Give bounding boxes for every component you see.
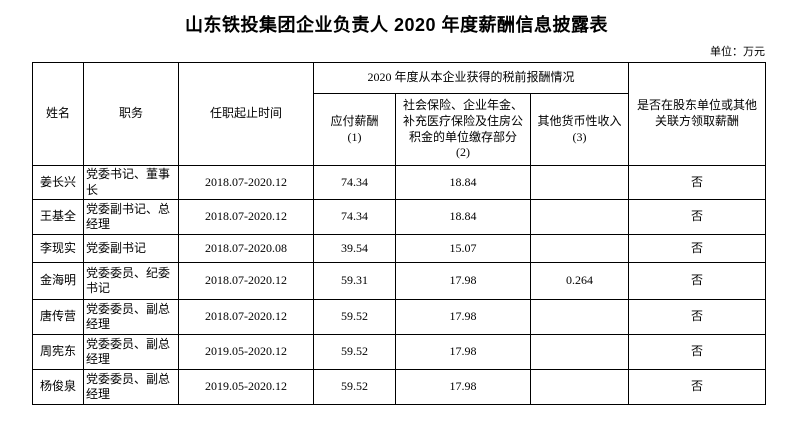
table-row: 姜长兴 党委书记、董事长 2018.07-2020.12 74.34 18.84… (32, 164, 766, 201)
salary-table: 姓名 职务 任职起止时间 2020 年度从本企业获得的税前报酬情况 是否在股东单… (32, 62, 766, 406)
cell-related: 否 (628, 262, 766, 301)
column-header-salary: 应付薪酬 (1) (313, 93, 396, 166)
cell-insurance: 17.98 (395, 262, 531, 301)
table-row: 周宪东 党委委员、副总经理 2019.05-2020.12 59.52 17.9… (32, 334, 766, 371)
cell-related: 否 (628, 234, 766, 264)
table-header: 姓名 职务 任职起止时间 2020 年度从本企业获得的税前报酬情况 是否在股东单… (32, 62, 766, 166)
cell-other (530, 164, 629, 201)
cell-salary: 59.52 (313, 299, 396, 336)
cell-term: 2019.05-2020.12 (178, 334, 314, 371)
cell-name: 姜长兴 (32, 164, 84, 201)
column-header-term: 任职起止时间 (178, 62, 314, 166)
column-header-salary-number: (1) (347, 129, 362, 144)
cell-term: 2018.07-2020.12 (178, 262, 314, 301)
unit-label: 单位：万元 (710, 46, 765, 58)
cell-name: 唐传营 (32, 299, 84, 336)
cell-term: 2018.07-2020.08 (178, 234, 314, 264)
table-row: 王基全 党委副书记、总经理 2018.07-2020.12 74.34 18.8… (32, 199, 766, 236)
column-group-header-pretax: 2020 年度从本企业获得的税前报酬情况 (313, 62, 629, 94)
cell-salary: 74.34 (313, 164, 396, 201)
page-title: 山东铁投集团企业负责人 2020 年度薪酬信息披露表 (184, 15, 609, 35)
cell-name: 王基全 (32, 199, 84, 236)
cell-insurance: 17.98 (395, 299, 531, 336)
cell-related: 否 (628, 199, 766, 236)
cell-position: 党委委员、副总经理 (83, 334, 179, 371)
table-row: 金海明 党委委员、纪委书记 2018.07-2020.12 59.31 17.9… (32, 262, 766, 301)
cell-insurance: 17.98 (395, 369, 531, 406)
cell-other (530, 334, 629, 371)
cell-other (530, 299, 629, 336)
cell-other (530, 199, 629, 236)
cell-name: 李现实 (32, 234, 84, 264)
cell-salary: 39.54 (313, 234, 396, 264)
table-row: 唐传营 党委委员、副总经理 2018.07-2020.12 59.52 17.9… (32, 299, 766, 336)
cell-position: 党委委员、副总经理 (83, 299, 179, 336)
cell-term: 2018.07-2020.12 (178, 199, 314, 236)
cell-related: 否 (628, 334, 766, 371)
column-header-insurance-label: 社会保险、企业年金、补充医疗保险及住房公积金的单位缴存部分 (402, 98, 523, 144)
column-header-insurance-number: (2) (456, 145, 470, 160)
column-header-other-income-number: (3) (572, 129, 587, 144)
cell-position: 党委书记、董事长 (83, 164, 179, 201)
column-header-other-income-label: 其他货币性收入 (537, 113, 622, 128)
cell-name: 金海明 (32, 262, 84, 301)
cell-name: 周宪东 (32, 334, 84, 371)
column-header-insurance: 社会保险、企业年金、补充医疗保险及住房公积金的单位缴存部分 (2) (395, 93, 531, 166)
cell-salary: 59.31 (313, 262, 396, 301)
column-header-position: 职务 (83, 62, 179, 166)
cell-other (530, 369, 629, 406)
column-header-name: 姓名 (32, 62, 84, 166)
cell-other: 0.264 (530, 262, 629, 301)
cell-insurance: 18.84 (395, 164, 531, 201)
cell-insurance: 17.98 (395, 334, 531, 371)
cell-salary: 59.52 (313, 369, 396, 406)
cell-insurance: 18.84 (395, 199, 531, 236)
column-header-other-income: 其他货币性收入 (3) (530, 93, 629, 166)
cell-position: 党委副书记 (83, 234, 179, 264)
cell-term: 2019.05-2020.12 (178, 369, 314, 406)
cell-term: 2018.07-2020.12 (178, 299, 314, 336)
table-row: 李现实 党委副书记 2018.07-2020.08 39.54 15.07 否 (32, 234, 766, 264)
cell-salary: 59.52 (313, 334, 396, 371)
table-row: 杨俊泉 党委委员、副总经理 2019.05-2020.12 59.52 17.9… (32, 369, 766, 406)
cell-related: 否 (628, 164, 766, 201)
column-header-salary-label: 应付薪酬 (330, 113, 379, 128)
column-header-related-party: 是否在股东单位或其他关联方领取薪酬 (628, 62, 766, 166)
cell-position: 党委委员、纪委书记 (83, 262, 179, 301)
cell-other (530, 234, 629, 264)
cell-salary: 74.34 (313, 199, 396, 236)
cell-name: 杨俊泉 (32, 369, 84, 406)
cell-related: 否 (628, 369, 766, 406)
cell-term: 2018.07-2020.12 (178, 164, 314, 201)
cell-position: 党委副书记、总经理 (83, 199, 179, 236)
cell-insurance: 15.07 (395, 234, 531, 264)
table-body: 姜长兴 党委书记、董事长 2018.07-2020.12 74.34 18.84… (32, 164, 766, 406)
cell-related: 否 (628, 299, 766, 336)
cell-position: 党委委员、副总经理 (83, 369, 179, 406)
